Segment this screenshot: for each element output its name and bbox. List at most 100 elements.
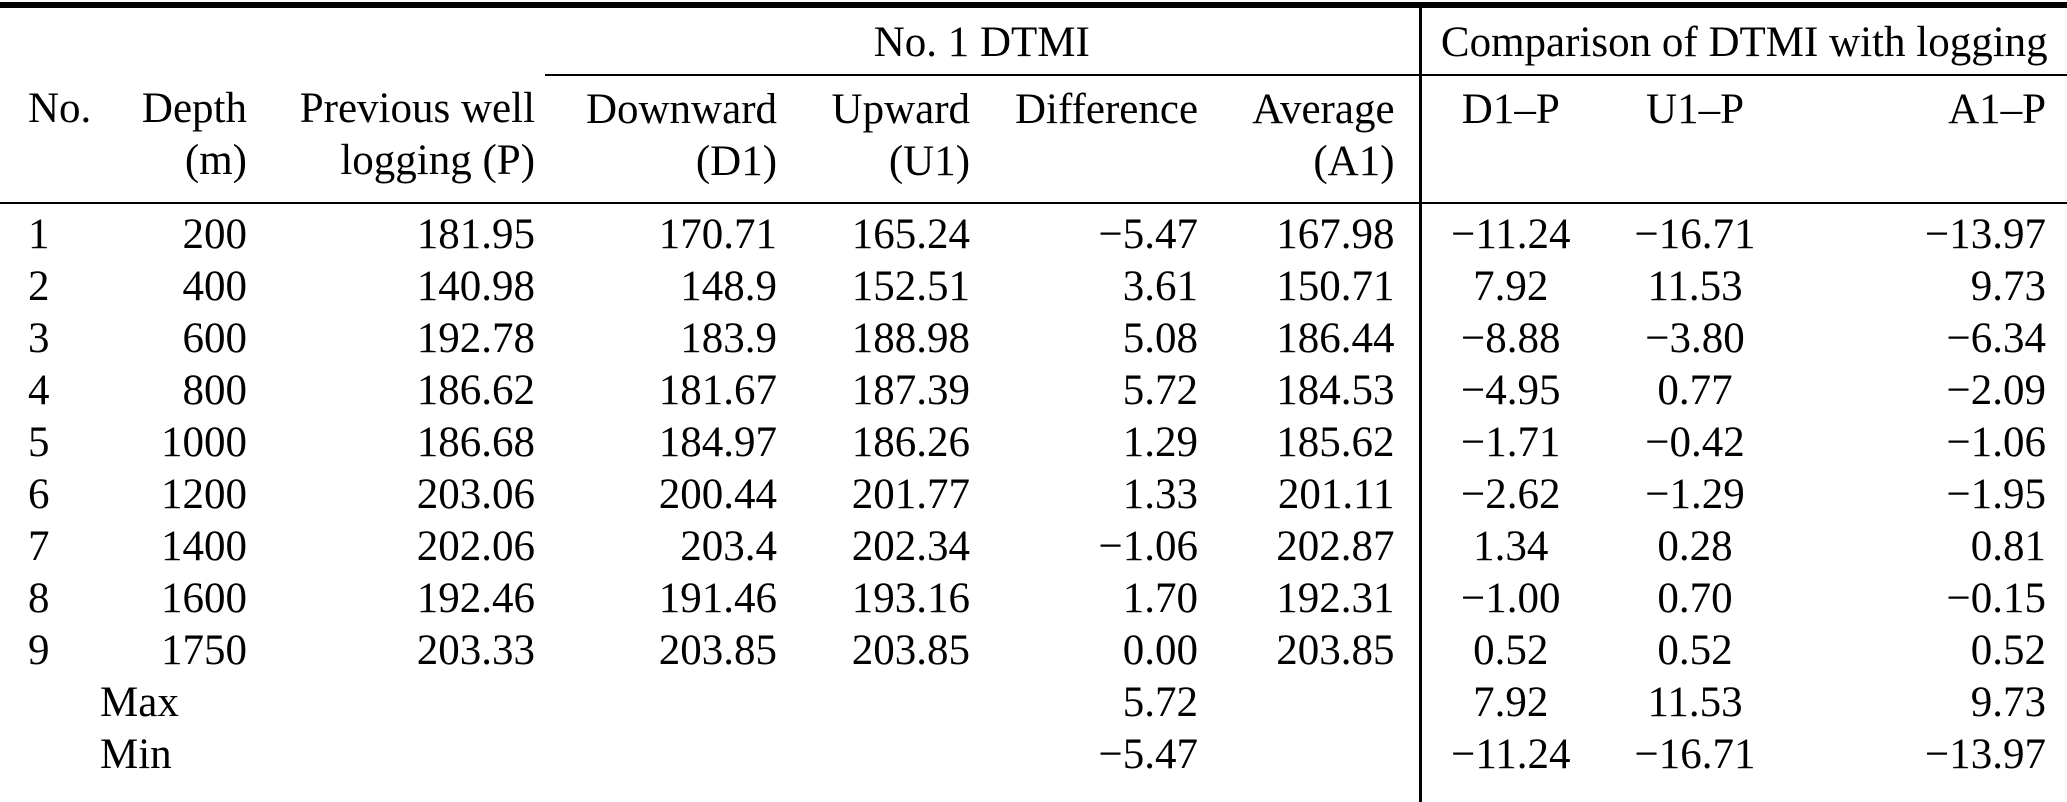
table-cell: 800 xyxy=(182,367,248,414)
table-cell: 186.62 xyxy=(416,367,536,414)
table-cell: 201.77 xyxy=(851,471,971,518)
table-cell: −11.24 xyxy=(1451,731,1571,778)
table-cell: 1200 xyxy=(161,471,247,518)
col-header-line2 xyxy=(1601,136,1789,188)
table-cell: 0.28 xyxy=(1657,523,1733,570)
table-cell: 165.24 xyxy=(851,211,971,258)
table-cell xyxy=(0,729,85,802)
table-cell: 148.9 xyxy=(680,263,778,310)
table-cell: 4 xyxy=(28,367,50,414)
table-cell: 203.33 xyxy=(416,627,536,674)
spanner-dtmi: No. 1 DTMI xyxy=(545,5,1422,76)
table-row: 1 200 181.95 170.71 165.24 −5.47 167.98 … xyxy=(0,203,2067,261)
col-header-line1: D1–P xyxy=(1461,86,1560,133)
table-cell: −4.95 xyxy=(1461,367,1561,414)
table-cell: −8.88 xyxy=(1461,315,1561,362)
table-cell: 5.08 xyxy=(1122,315,1199,362)
table-cell: 7.92 xyxy=(1473,679,1549,726)
table-cell: −1.29 xyxy=(1645,471,1745,518)
table-cell: 1.34 xyxy=(1473,523,1549,570)
table-row: 5 1000 186.68 184.97 186.26 1.29 185.62 … xyxy=(0,417,2067,469)
table-cell: 0.00 xyxy=(1122,627,1199,674)
table-cell xyxy=(790,677,985,729)
table-cell: 184.97 xyxy=(658,419,778,466)
table-cell: 203.06 xyxy=(416,471,536,518)
table-cell: 11.53 xyxy=(1647,263,1743,310)
table-cell: −1.71 xyxy=(1461,419,1561,466)
table-cell: 202.87 xyxy=(1210,521,1422,573)
table-cell: 183.9 xyxy=(680,315,778,362)
spanner-comparison: Comparison of DTMI with logging xyxy=(1420,5,2067,76)
table-cell: 192.46 xyxy=(416,575,536,622)
table-cell xyxy=(250,729,545,802)
col-header-u1-p: U1–P xyxy=(1600,75,1791,204)
table-cell: 1750 xyxy=(161,627,247,674)
table-cell: 185.62 xyxy=(1210,417,1422,469)
col-header-line1: Upward xyxy=(831,86,971,133)
table-cell: 193.16 xyxy=(851,575,971,622)
col-header-a1-p: A1–P xyxy=(1790,75,2067,204)
table-cell: −6.34 xyxy=(1946,315,2047,362)
table-row: 7 1400 202.06 203.4 202.34 −1.06 202.87 … xyxy=(0,521,2067,573)
table-cell: 1000 xyxy=(161,419,247,466)
col-header-line2: (U1) xyxy=(888,138,971,185)
col-header-line1: A1–P xyxy=(1948,86,2047,133)
table-cell: 181.95 xyxy=(416,211,536,258)
table-cell: 150.71 xyxy=(1210,261,1422,313)
table-cell: 170.71 xyxy=(658,211,778,258)
table-cell: 203.85 xyxy=(851,627,971,674)
table-cell: −0.15 xyxy=(1946,575,2047,622)
table-row: 6 1200 203.06 200.44 201.77 1.33 201.11 … xyxy=(0,469,2067,521)
table-cell: 0.52 xyxy=(1657,627,1733,674)
col-header-line2 xyxy=(986,136,1198,188)
table-cell: 0.70 xyxy=(1657,575,1733,622)
table-cell: 1 xyxy=(28,211,50,258)
table-cell: Min xyxy=(100,731,172,778)
col-header-line2: (D1) xyxy=(695,138,778,185)
col-header-line1: U1–P xyxy=(1646,86,1745,133)
table-cell: −5.47 xyxy=(1098,211,1199,258)
table-cell: 0.52 xyxy=(1970,627,2047,674)
col-header-line2: (A1) xyxy=(1313,138,1395,185)
col-header-line1: Depth xyxy=(141,85,247,132)
table-cell xyxy=(790,729,985,802)
table-cell: 192.31 xyxy=(1210,573,1422,625)
table-cell: 188.98 xyxy=(851,315,971,362)
spanner-empty-cell xyxy=(0,5,545,75)
table-cell: −11.24 xyxy=(1451,211,1571,258)
table-cell: 202.34 xyxy=(851,523,971,570)
table-cell: −5.47 xyxy=(1098,731,1199,778)
col-header-downward: Downward (D1) xyxy=(545,75,791,204)
table-cell: −1.00 xyxy=(1461,575,1561,622)
table-cell: −1.06 xyxy=(1098,523,1199,570)
col-header-line2: logging (P) xyxy=(340,137,536,184)
table-header: No. 1 DTMI Comparison of DTMI with loggi… xyxy=(0,5,2067,204)
table-cell: 200 xyxy=(182,211,248,258)
table-cell: 600 xyxy=(182,315,248,362)
table-row: Min −5.47 −11.24 −16.71 −13.97 xyxy=(0,729,2067,802)
table-cell: 5.72 xyxy=(1122,367,1199,414)
table-row: 4 800 186.62 181.67 187.39 5.72 184.53 −… xyxy=(0,365,2067,417)
column-header-row: No. Depth (m) Previous well logging (P) … xyxy=(0,75,2067,204)
table-cell: 3 xyxy=(28,315,50,362)
col-header-previous-logging: Previous well logging (P) xyxy=(250,75,546,204)
col-header-average: Average (A1) xyxy=(1210,75,1422,204)
table-cell: 9.73 xyxy=(1970,679,2047,726)
table-cell: 200.44 xyxy=(658,471,778,518)
col-header-depth: Depth (m) xyxy=(85,75,250,204)
table-cell: 203.85 xyxy=(658,627,778,674)
table-cell xyxy=(545,729,790,802)
table-cell: 2 xyxy=(28,263,50,310)
table-row: 9 1750 203.33 203.85 203.85 0.00 203.85 … xyxy=(0,625,2067,677)
table-cell xyxy=(0,677,85,729)
table-cell: 167.98 xyxy=(1210,203,1422,261)
table-cell: 1.29 xyxy=(1122,419,1199,466)
table-cell: −1.95 xyxy=(1946,471,2047,518)
table-cell: Max xyxy=(100,679,179,726)
table-cell: 400 xyxy=(182,263,248,310)
col-header-line1: Downward xyxy=(585,86,778,133)
spanner-row: No. 1 DTMI Comparison of DTMI with loggi… xyxy=(0,5,2067,76)
table-cell: 3.61 xyxy=(1122,263,1199,310)
col-header-line2: (m) xyxy=(184,137,247,184)
